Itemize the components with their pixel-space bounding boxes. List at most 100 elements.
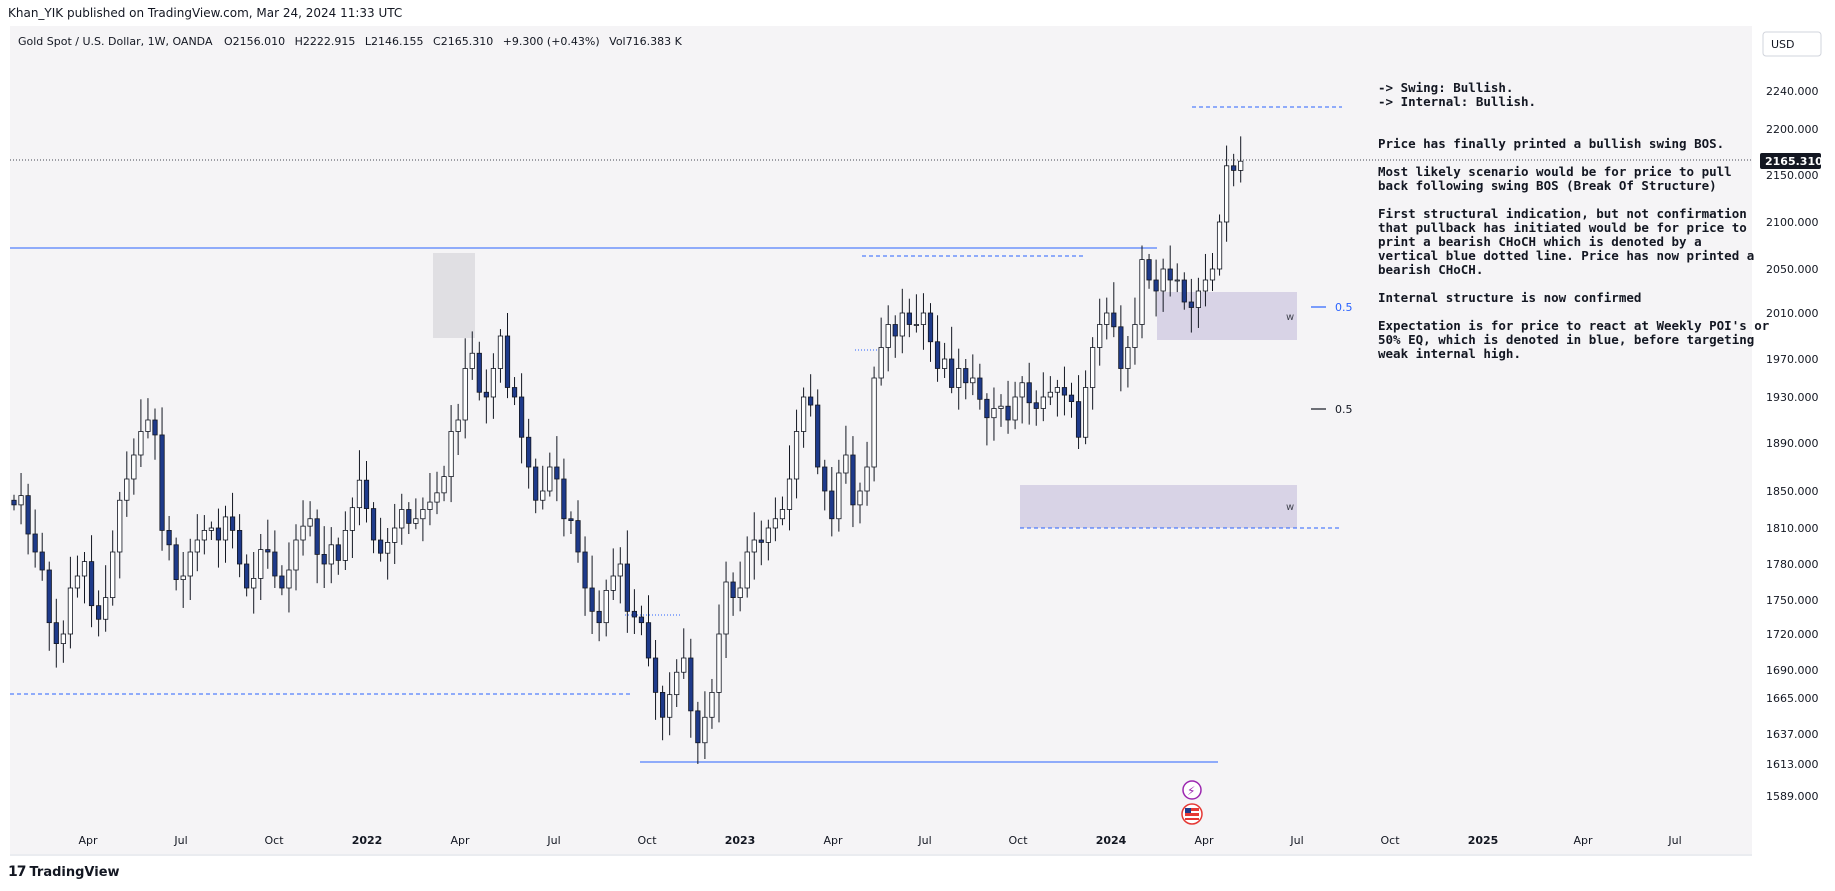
- bull-candle[interactable]: [1047, 391, 1053, 398]
- bear-candle[interactable]: [476, 352, 482, 393]
- bear-candle[interactable]: [335, 544, 341, 561]
- bull-candle[interactable]: [1224, 165, 1230, 223]
- bear-candle[interactable]: [39, 551, 45, 571]
- bull-candle[interactable]: [180, 575, 186, 580]
- bear-candle[interactable]: [11, 499, 17, 506]
- bull-candle[interactable]: [737, 587, 743, 599]
- bull-candle[interactable]: [427, 501, 433, 510]
- bear-candle[interactable]: [173, 544, 179, 580]
- earnings-icon[interactable]: ⚡: [1182, 780, 1202, 800]
- bull-candle[interactable]: [998, 405, 1004, 409]
- bear-candle[interactable]: [624, 563, 630, 612]
- bear-candle[interactable]: [272, 551, 278, 577]
- bull-candle[interactable]: [913, 324, 920, 326]
- bull-candle[interactable]: [342, 530, 348, 561]
- bear-candle[interactable]: [652, 657, 659, 693]
- bull-candle[interactable]: [1139, 259, 1145, 325]
- bear-candle[interactable]: [984, 398, 990, 419]
- bull-candle[interactable]: [716, 633, 722, 693]
- bear-candle[interactable]: [519, 396, 525, 438]
- bear-candle[interactable]: [53, 622, 59, 645]
- time-axis[interactable]: Apr Jul Oct 2022 Apr Jul Oct 2023 Apr Jul Oct 2024 A…: [78, 834, 1681, 847]
- bear-candle[interactable]: [363, 479, 370, 509]
- bear-candle[interactable]: [265, 549, 271, 553]
- bear-candle[interactable]: [152, 419, 158, 436]
- bear-candle[interactable]: [1231, 165, 1237, 171]
- bull-candle[interactable]: [1054, 387, 1060, 393]
- bull-candle[interactable]: [793, 431, 800, 480]
- bear-candle[interactable]: [32, 533, 38, 553]
- bull-candle[interactable]: [885, 324, 891, 348]
- bear-candle[interactable]: [808, 396, 814, 406]
- bear-candle[interactable]: [822, 466, 828, 492]
- bull-candle[interactable]: [1195, 290, 1201, 308]
- bear-candle[interactable]: [934, 341, 941, 369]
- bull-candle[interactable]: [145, 419, 151, 432]
- bull-candle[interactable]: [920, 312, 927, 325]
- bear-candle[interactable]: [829, 490, 835, 520]
- bull-candle[interactable]: [1209, 268, 1216, 281]
- bull-candle[interactable]: [293, 539, 299, 571]
- bull-candle[interactable]: [307, 518, 313, 527]
- bear-candle[interactable]: [96, 605, 102, 620]
- candles[interactable]: [11, 136, 1244, 764]
- bull-candle[interactable]: [222, 516, 229, 541]
- bull-candle[interactable]: [667, 694, 673, 718]
- bull-candle[interactable]: [1160, 268, 1166, 292]
- bear-candle[interactable]: [977, 377, 983, 400]
- bull-candle[interactable]: [991, 408, 997, 419]
- bull-candle[interactable]: [18, 495, 24, 506]
- bull-candle[interactable]: [617, 563, 623, 577]
- bull-candle[interactable]: [1174, 279, 1180, 282]
- bear-candle[interactable]: [596, 610, 602, 624]
- bull-candle[interactable]: [392, 527, 398, 543]
- bear-candle[interactable]: [927, 312, 934, 343]
- bear-candle[interactable]: [589, 587, 595, 612]
- bear-candle[interactable]: [561, 478, 567, 520]
- bull-candle[interactable]: [1012, 396, 1018, 421]
- bull-candle[interactable]: [413, 518, 419, 524]
- bull-candle[interactable]: [674, 671, 680, 696]
- bull-candle[interactable]: [801, 396, 807, 432]
- bear-candle[interactable]: [554, 466, 560, 480]
- bear-candle[interactable]: [511, 387, 518, 398]
- bear-candle[interactable]: [88, 561, 95, 607]
- bear-candle[interactable]: [1111, 312, 1117, 328]
- price-axis[interactable]: 2240.000 2200.000 2150.000 2100.000 2050.000…: [1766, 85, 1819, 803]
- bear-candle[interactable]: [906, 312, 912, 325]
- bull-candle[interactable]: [836, 472, 842, 520]
- bull-candle[interactable]: [610, 575, 616, 591]
- bull-candle[interactable]: [970, 377, 976, 384]
- bear-candle[interactable]: [526, 436, 532, 468]
- bear-candle[interactable]: [1167, 268, 1173, 281]
- bull-candle[interactable]: [328, 544, 334, 565]
- bull-candle[interactable]: [547, 466, 553, 492]
- bear-candle[interactable]: [533, 466, 539, 501]
- bull-candle[interactable]: [878, 347, 884, 379]
- bear-candle[interactable]: [166, 530, 172, 546]
- bear-candle[interactable]: [1005, 405, 1011, 421]
- bull-candle[interactable]: [1090, 347, 1096, 388]
- bull-candle[interactable]: [117, 499, 123, 553]
- bull-candle[interactable]: [349, 507, 356, 531]
- bear-candle[interactable]: [159, 434, 165, 531]
- bear-candle[interactable]: [483, 391, 489, 398]
- bear-candle[interactable]: [1181, 279, 1187, 303]
- bull-candle[interactable]: [1132, 324, 1138, 348]
- bear-candle[interactable]: [215, 527, 222, 541]
- bull-candle[interactable]: [67, 587, 73, 635]
- bull-candle[interactable]: [356, 479, 363, 509]
- bull-candle[interactable]: [540, 490, 546, 501]
- bear-candle[interactable]: [949, 358, 955, 388]
- bull-candle[interactable]: [441, 476, 447, 494]
- bear-candle[interactable]: [1075, 401, 1082, 438]
- bull-candle[interactable]: [709, 692, 715, 718]
- bear-candle[interactable]: [1188, 301, 1194, 308]
- bull-candle[interactable]: [1040, 396, 1046, 409]
- bull-candle[interactable]: [779, 509, 786, 520]
- us-flag-icon[interactable]: [1181, 803, 1203, 825]
- bear-candle[interactable]: [370, 508, 377, 541]
- bull-candle[interactable]: [208, 527, 214, 531]
- bull-candle[interactable]: [490, 368, 497, 398]
